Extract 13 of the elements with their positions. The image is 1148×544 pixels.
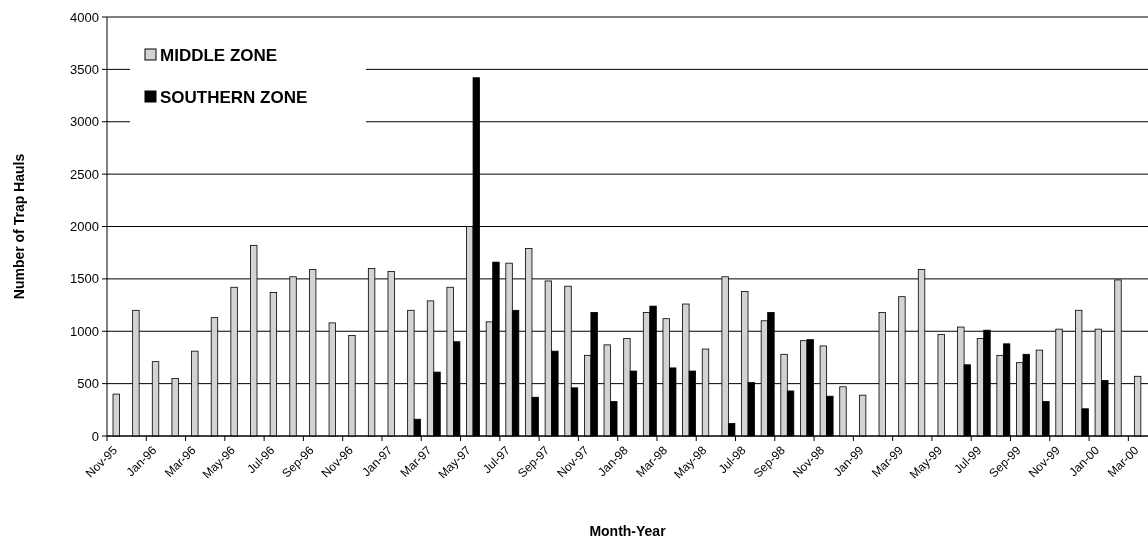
y-tick-label: 2500 (70, 166, 99, 182)
x-axis-title: Month-Year (589, 523, 667, 539)
y-tick-label: 3000 (70, 114, 99, 130)
y-tick-label: 4000 (70, 9, 99, 25)
y-tick-label: 1000 (70, 323, 99, 339)
legend-label: MIDDLE ZONE (160, 45, 278, 65)
y-axis-title: Number of Trap Hauls (11, 153, 27, 300)
y-tick-label: 0 (91, 428, 99, 444)
y-tick-label: 1500 (70, 271, 99, 287)
legend-label: SOUTHERN ZONE (160, 87, 308, 107)
y-tick-label: 3500 (70, 61, 99, 77)
y-tick-label: 2000 (70, 219, 99, 235)
y-tick-label: 500 (77, 376, 99, 392)
